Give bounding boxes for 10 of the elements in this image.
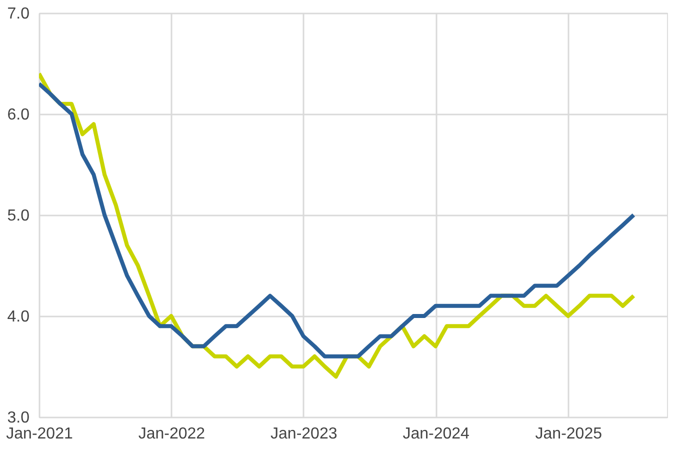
- y-tick-label: 6.0: [7, 106, 30, 124]
- x-tick-label: Jan-2025: [535, 426, 602, 442]
- y-tick-label: 5.0: [7, 208, 30, 224]
- x-tick-label: Jan-2023: [270, 426, 338, 442]
- x-tick-label: Jan-2022: [138, 426, 206, 442]
- x-tick-label: Jan-2021: [6, 426, 73, 442]
- y-tick-label: 3.0: [7, 410, 30, 426]
- x-tick-label: Jan-2024: [402, 426, 470, 442]
- y-tick-label: 4.0: [7, 308, 30, 326]
- y-tick-label: 7.0: [7, 6, 30, 22]
